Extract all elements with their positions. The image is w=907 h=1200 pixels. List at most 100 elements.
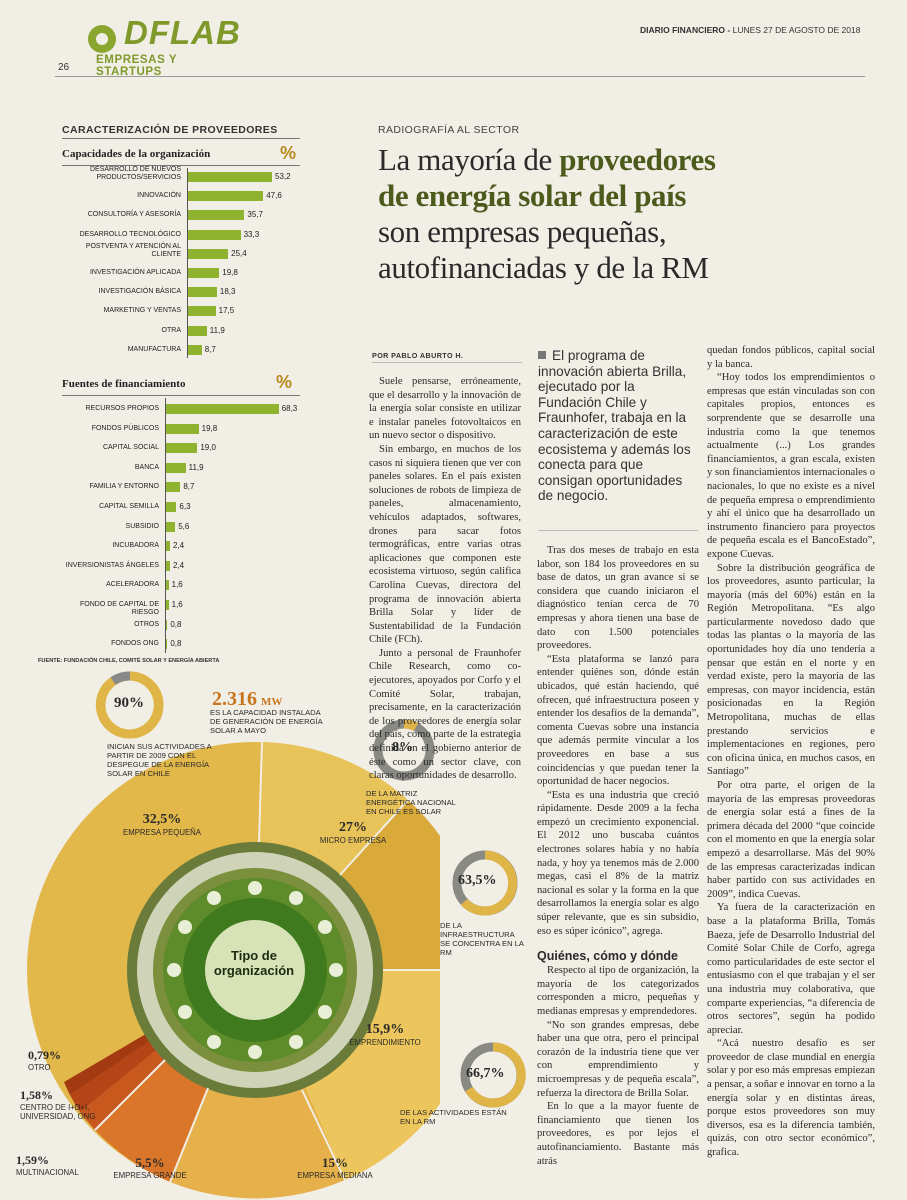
bar-value-label: 68,3: [281, 404, 298, 413]
bar-label: INNOVACIÓN: [137, 192, 181, 200]
col3-para-2: “Hoy todos los emprendimientos o empresa…: [707, 372, 875, 560]
bar-label: DESARROLLO TECNOLÓGICO: [79, 230, 181, 238]
bar-value-label: 17,5: [218, 306, 235, 316]
bar: [188, 210, 245, 221]
col1-para-3: Junto a personal de Fraunhofer Chile Res…: [369, 647, 521, 782]
bar-label: INCUBADORA: [112, 542, 159, 550]
header-rule: [55, 76, 865, 77]
chart2-title: Fuentes de financiamiento: [62, 378, 186, 390]
bar-value-label: 33,3: [243, 229, 260, 239]
bar-value-label: 8,7: [204, 344, 216, 354]
bar: [166, 462, 186, 473]
donut-label: 32,5% EMPRESA PEQUEÑA: [122, 812, 202, 837]
donut-label-value: 5,5%: [135, 1155, 165, 1170]
chart-source: FUENTE: FUNDACIÓN CHILE, COMITÉ SOLAR Y …: [38, 658, 220, 664]
col3-para-4: Por otra parte, el origen de la mayoría …: [707, 780, 875, 900]
bar-label: MARKETING Y VENTAS: [103, 307, 181, 315]
bar: [166, 423, 199, 434]
col2-para-4: Respecto al tipo de organización, la may…: [537, 965, 699, 1017]
bar: [166, 580, 169, 591]
article-headline: La mayoría de proveedores de energía sol…: [378, 142, 878, 286]
bar: [166, 443, 198, 454]
col2-para-2: “Esta plataforma se lanzó para entender …: [537, 653, 699, 788]
bar-value-label: 2,4: [172, 541, 185, 551]
chart-section-title: CARACTERIZACIÓN DE PROVEEDORES: [62, 124, 278, 136]
bar-label: BANCA: [134, 463, 159, 471]
stat-66-7-value: 66,7%: [466, 1066, 505, 1081]
bar-value-label: 11,9: [188, 462, 204, 472]
donut-label-caption: CENTRO DE I+D+I, UNIVERSIDAD, ONG: [20, 1103, 96, 1121]
capacity-value: 2.316 MW: [212, 688, 282, 711]
bar-value-label: 19,8: [222, 268, 238, 277]
bar: [188, 344, 202, 355]
donut-label-caption: EMPRESA MEDIANA: [297, 1171, 373, 1180]
donut-label-caption: EMPRESA PEQUEÑA: [123, 828, 201, 837]
donut-label: 1,59% MULTINACIONAL: [16, 1153, 96, 1177]
bar-value-label: 19,0: [200, 443, 216, 453]
stat-8-caption: DE LA MATRIZ ENERGÉTICA NACIONAL EN CHIL…: [366, 789, 456, 816]
headline-plain-1: La mayoría de: [378, 142, 560, 177]
col3-para-5: Ya fuera de la caracterización en base a…: [707, 902, 875, 1036]
col2-para-6: En lo que a la mayor fuente de financiam…: [537, 1101, 699, 1167]
bar: [166, 639, 168, 650]
small-ring-8: [373, 719, 435, 781]
col1-text: Suele pensarse, erróneamente, que el des…: [369, 375, 521, 783]
col2-text: Tras dos meses de trabajo en esta labor,…: [537, 544, 699, 1168]
bar-label: FONDO DE CAPITAL DE RIESGO: [80, 601, 159, 616]
chart-section-rule: [62, 138, 300, 139]
bar: [166, 560, 170, 571]
donut-label-value: 27%: [339, 820, 367, 835]
pull-quote-marker: [538, 351, 546, 359]
donut-label-value: 0,79%: [28, 1048, 61, 1062]
stat-63-5-caption: DE LA INFRAESTRUCTURA SE CONCENTRA EN LA…: [440, 921, 524, 957]
bar: [188, 306, 216, 317]
col3-text: quedan fondos públicos, capital social y…: [707, 344, 875, 1160]
bar-label: INVESTIGACIÓN APLICADA: [89, 269, 181, 276]
col1-para-1: Suele pensarse, erróneamente, que el des…: [369, 376, 521, 442]
bar-label: CAPITAL SOCIAL: [102, 444, 159, 452]
bar: [188, 248, 229, 259]
article-kicker: RADIOGRAFÍA AL SECTOR: [378, 124, 520, 136]
chart1-axis: [187, 168, 188, 358]
header-dateline: DIARIO FINANCIERO - LUNES 27 DE AGOSTO D…: [640, 25, 860, 35]
bar-value-label: 0,8: [170, 639, 182, 649]
logo-title: DFLAB: [124, 14, 241, 51]
donut-label: 15,9% EMPRENDIMIENTO: [340, 1022, 430, 1047]
pull-quote: El programa de innovación abierta Brilla…: [538, 348, 698, 504]
infographic-graphic: [27, 671, 440, 1199]
donut-label-caption: EMPRENDIMIENTO: [349, 1038, 421, 1047]
small-ring-63-5: [452, 850, 518, 916]
donut-label-caption: EMPRESA GRANDE: [113, 1171, 187, 1180]
header-separator: -: [727, 25, 731, 35]
bar: [188, 287, 217, 298]
donut-label-value: 32,5%: [142, 812, 182, 827]
bar: [166, 619, 168, 630]
bar-label: ACELERADORA: [106, 581, 159, 589]
stat-90-value: 90%: [114, 695, 144, 711]
donut-label-caption: MULTINACIONAL: [16, 1168, 79, 1177]
bar-value-label: 11,9: [209, 325, 225, 335]
chart1-rule: [62, 165, 300, 166]
col3-para-1: quedan fondos públicos, capital social y…: [707, 345, 875, 370]
capacity-unit: MW: [261, 696, 283, 708]
bar: [166, 404, 279, 414]
dflab-logo-graphic: [88, 25, 116, 53]
pull-quote-text: El programa de innovación abierta Brilla…: [538, 348, 691, 504]
bar-label: INVESTIGACIÓN BÁSICA: [98, 288, 181, 296]
bar-value-label: 1,6: [171, 580, 183, 590]
bar-value-label: 53,2: [275, 172, 291, 181]
capacity-number: 2.316: [212, 688, 257, 710]
bar-label: MANUFACTURA: [127, 345, 181, 353]
bar: [188, 229, 241, 240]
bar: [166, 502, 177, 512]
bar: [166, 600, 169, 610]
newspaper-name: DIARIO FINANCIERO: [640, 25, 725, 35]
donut-label-value: 1,59%: [16, 1153, 49, 1167]
chart1-unit: %: [280, 143, 297, 163]
chart2-unit: %: [276, 372, 293, 392]
col2-para-1: Tras dos meses de trabajo en esta labor,…: [537, 545, 699, 652]
bar-value-label: 5,6: [178, 521, 190, 531]
donut-label: 5,5% EMPRESA GRANDE: [105, 1155, 195, 1180]
bar-value-label: 35,7: [247, 210, 263, 220]
